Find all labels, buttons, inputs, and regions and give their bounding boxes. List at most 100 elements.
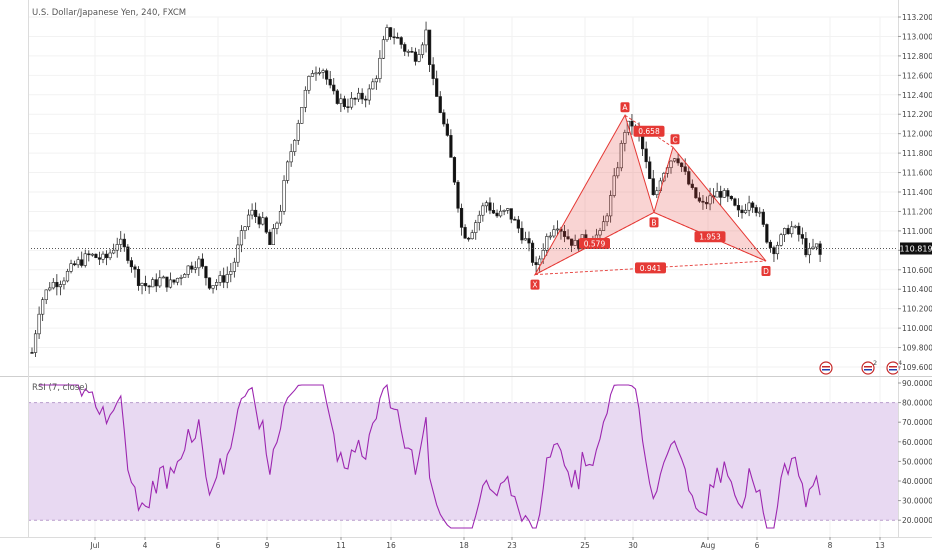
economic-event-icon[interactable] bbox=[819, 361, 833, 375]
candle-body bbox=[427, 29, 432, 65]
candle-body bbox=[449, 135, 453, 158]
candle-body bbox=[790, 226, 794, 235]
candle-body bbox=[690, 183, 694, 188]
time-tick-label: 9 bbox=[265, 541, 270, 550]
price-tick-label: 109.600 bbox=[902, 363, 932, 372]
candle-body bbox=[424, 29, 428, 46]
candle-body bbox=[669, 160, 673, 169]
candle-body bbox=[687, 171, 691, 185]
candle-body bbox=[349, 97, 354, 108]
candle-body bbox=[403, 44, 407, 52]
pattern-ratio-label: 0.579 bbox=[584, 240, 606, 249]
candle-body bbox=[758, 211, 762, 214]
pattern-ratio-badge bbox=[694, 231, 726, 243]
candle-body bbox=[161, 276, 165, 279]
candle-body bbox=[108, 252, 112, 259]
candle-body bbox=[747, 202, 751, 211]
candle-body bbox=[484, 202, 489, 207]
candle-body bbox=[616, 167, 620, 177]
candle-body bbox=[527, 238, 531, 244]
rsi-pane[interactable]: RSI (7, close) bbox=[28, 383, 898, 529]
candle-body bbox=[399, 37, 403, 45]
candle-body bbox=[275, 222, 279, 229]
candle-body bbox=[807, 248, 812, 256]
candle-body bbox=[154, 279, 158, 287]
pattern-point-label: X bbox=[532, 281, 537, 290]
price-tick-label: 112.200 bbox=[902, 110, 932, 119]
candle-body bbox=[325, 70, 329, 80]
candle-body bbox=[729, 195, 733, 200]
pattern-point-badge bbox=[620, 102, 630, 113]
candle-body bbox=[33, 333, 38, 353]
price-tick-label: 111.800 bbox=[902, 149, 932, 158]
candle-body bbox=[204, 266, 208, 279]
candle-body bbox=[481, 205, 485, 216]
economic-event-icon[interactable] bbox=[861, 361, 875, 375]
candle-body bbox=[364, 98, 368, 101]
rsi-line bbox=[39, 383, 821, 529]
price-tick-label: 113.200 bbox=[902, 13, 932, 22]
candle-body bbox=[452, 157, 457, 183]
candle-body bbox=[55, 282, 59, 288]
candle-body bbox=[431, 64, 435, 79]
candle-body bbox=[168, 279, 173, 288]
candle-body bbox=[371, 81, 375, 90]
candle-body bbox=[51, 282, 55, 289]
candle-body bbox=[385, 27, 389, 41]
candle-body bbox=[545, 236, 549, 251]
price-tick-label: 109.800 bbox=[902, 344, 932, 353]
candle-body bbox=[552, 229, 556, 237]
candle-body bbox=[58, 284, 62, 288]
candle-body bbox=[87, 253, 91, 256]
rsi-tick-label: 20.0000 bbox=[902, 516, 932, 525]
candle-body bbox=[733, 198, 737, 206]
candle-body bbox=[41, 299, 45, 315]
chart-title: U.S. Dollar/Japanese Yen, 240, FXCM bbox=[32, 8, 186, 18]
price-tick-label: 110.400 bbox=[902, 285, 932, 294]
candle-body bbox=[62, 280, 66, 285]
candle-body bbox=[119, 238, 123, 245]
candle-body bbox=[722, 190, 726, 198]
candle-body bbox=[76, 259, 80, 266]
candle-body bbox=[300, 107, 304, 124]
price-tick-label: 110.000 bbox=[902, 324, 932, 333]
candle-body bbox=[694, 187, 698, 199]
candle-body bbox=[261, 217, 265, 225]
time-tick-label: 6 bbox=[216, 541, 221, 550]
rsi-tick-label: 90.0000 bbox=[902, 379, 932, 388]
candle-body bbox=[122, 238, 126, 248]
candle-body bbox=[200, 258, 205, 267]
candle-body bbox=[353, 97, 357, 100]
price-tick-label: 111.600 bbox=[902, 169, 932, 178]
candle-body bbox=[612, 175, 616, 196]
candle-body bbox=[381, 39, 386, 59]
time-tick-label: 23 bbox=[507, 541, 517, 550]
harmonic-pattern: X A B C D 0.579 0.658 1.953 0.941 bbox=[530, 102, 771, 290]
price-axis: 113.200 113.000 112.800 112.600 112.400 112.2… bbox=[898, 13, 932, 372]
candle-body bbox=[470, 232, 474, 240]
candle-body bbox=[303, 89, 307, 108]
candle-body bbox=[736, 205, 741, 211]
candle-body bbox=[328, 78, 332, 86]
candle-body bbox=[495, 212, 499, 217]
candle-body bbox=[463, 227, 467, 239]
candle-body bbox=[190, 265, 194, 270]
pattern-point-badge bbox=[761, 266, 771, 277]
candle-body bbox=[268, 231, 272, 245]
candle-body bbox=[456, 181, 460, 209]
candle-body bbox=[569, 238, 574, 246]
candle-body bbox=[786, 228, 790, 235]
pattern-ratio-badge bbox=[635, 262, 666, 274]
candle-body bbox=[814, 243, 819, 248]
candle-body bbox=[605, 215, 609, 223]
time-tick-label: 18 bbox=[459, 541, 469, 550]
price-tick-label: 111.400 bbox=[902, 188, 932, 197]
candle-body bbox=[225, 274, 229, 283]
candle-body bbox=[183, 274, 187, 278]
candle-body bbox=[779, 234, 783, 246]
candle-body bbox=[175, 277, 180, 283]
candle-body bbox=[250, 209, 254, 216]
rsi-tick-label: 80.0000 bbox=[902, 399, 932, 408]
